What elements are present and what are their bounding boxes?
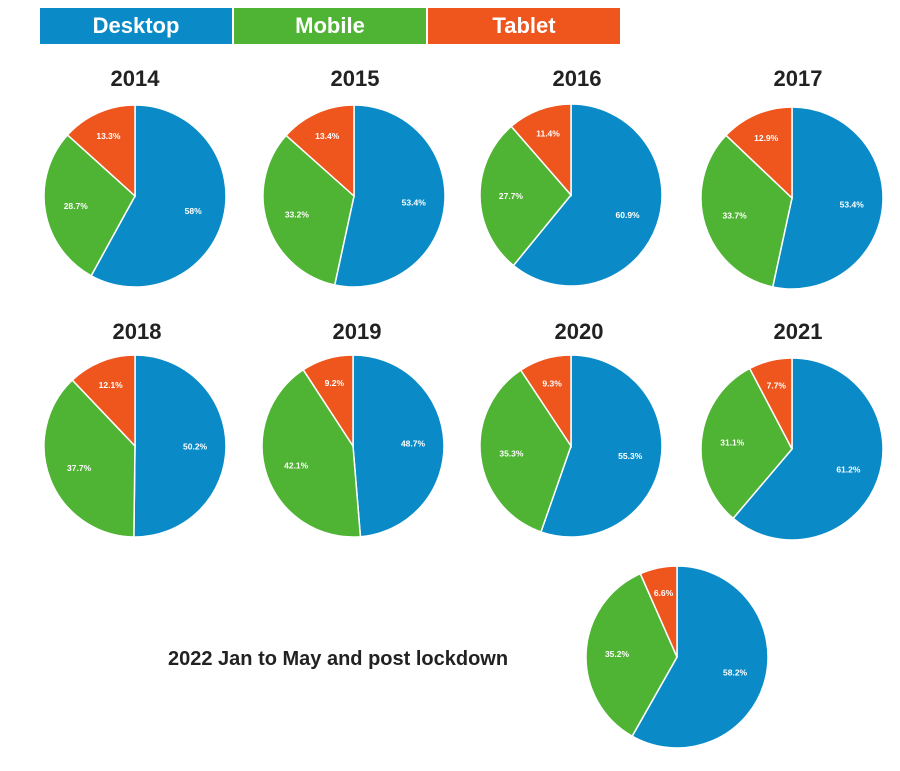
pie-slice-label: 61.2%	[836, 465, 861, 475]
legend-item-mobile: Mobile	[234, 8, 428, 44]
pie-3: 2016 60.9% 27.7% 11.4%	[479, 66, 663, 287]
pie-7: 2020 55.3% 35.3% 9.3%	[479, 319, 663, 538]
pie-slice-label: 27.7%	[499, 191, 524, 201]
pie-slice-label: 13.4%	[315, 131, 340, 141]
pie-slice-label: 6.6%	[654, 588, 674, 598]
pie-slice-desktop	[631, 565, 769, 749]
pie-title: 2020	[555, 319, 604, 344]
pie-title: 2014	[111, 66, 161, 91]
pie-slice-tablet	[639, 565, 678, 658]
pie-slice-label: 13.3%	[96, 131, 121, 141]
pie-slice-label: 28.7%	[64, 201, 89, 211]
pie-slice-label: 37.7%	[67, 463, 92, 473]
pie-slice-label: 58%	[185, 206, 202, 216]
pie-slice-label: 42.1%	[284, 460, 309, 470]
pie-slice-label: 35.3%	[499, 448, 524, 458]
pie-slice-label: 9.3%	[542, 378, 562, 388]
pie-slice-mobile	[261, 368, 362, 538]
pie-8: 2021 61.2% 31.1% 7.7%	[700, 319, 884, 541]
pie-slice-label: 33.7%	[723, 211, 748, 221]
pie-slice-tablet	[66, 104, 136, 198]
pie-1: 2014 58% 28.7% 13.3%	[43, 66, 227, 288]
pie-slice-mobile	[43, 133, 136, 277]
pie-slice-label: 53.4%	[840, 199, 865, 209]
pie-2: 2015 53.4% 33.2% 13.4%	[262, 66, 446, 288]
pie-slice-desktop	[732, 357, 884, 541]
pie-slice-label: 33.2%	[285, 210, 310, 220]
pie-slice-label: 48.7%	[401, 439, 426, 449]
pie-title: 2018	[113, 319, 162, 344]
pie-slice-label: 50.2%	[183, 441, 208, 451]
pie-slice-desktop	[352, 354, 445, 538]
pie-slice-label: 58.2%	[723, 667, 748, 677]
pie-slice-label: 55.3%	[618, 451, 643, 461]
pie-slice-mobile	[700, 134, 793, 288]
pie-slice-tablet	[285, 104, 355, 198]
pie-title: 2015	[331, 66, 380, 91]
legend-item-desktop: Desktop	[40, 8, 234, 44]
legend-item-tablet: Tablet	[428, 8, 620, 44]
pie-slice-tablet	[519, 354, 572, 449]
pie-slice-tablet	[302, 354, 354, 449]
pie-slice-label: 12.9%	[754, 133, 779, 143]
final-chart-title: 2022 Jan to May and post lockdown	[168, 648, 509, 670]
legend: Desktop Mobile Tablet	[40, 8, 620, 44]
pie-slice-desktop	[512, 103, 663, 287]
pie-slice-label: 12.1%	[99, 380, 124, 390]
pie-slice-label: 31.1%	[720, 437, 745, 447]
pie-9: 58.2% 35.2% 6.6%	[585, 565, 769, 749]
pie-6: 2019 48.7% 42.1% 9.2%	[261, 319, 445, 538]
pie-title: 2019	[333, 319, 382, 344]
pie-slice-label: 7.7%	[767, 380, 787, 390]
pie-slice-tablet	[71, 354, 136, 448]
pie-slice-label: 11.4%	[536, 129, 560, 139]
pie-slice-mobile	[262, 134, 355, 286]
pie-slice-label: 35.2%	[605, 649, 630, 659]
pie-title: 2021	[774, 319, 823, 344]
pie-title: 2016	[553, 66, 602, 91]
pie-slice-label: 53.4%	[402, 197, 427, 207]
pie-slice-mobile	[585, 572, 678, 738]
pie-slice-desktop	[771, 106, 884, 290]
pie-slice-tablet	[510, 103, 572, 198]
pie-slice-label: 60.9%	[616, 210, 641, 220]
pie-slice-mobile	[43, 378, 136, 538]
pie-slice-label: 9.2%	[325, 378, 345, 388]
pie-slice-desktop	[133, 354, 227, 538]
pie-title: 2017	[774, 66, 823, 91]
pie-4: 2017 53.4% 33.7% 12.9%	[700, 66, 884, 290]
pie-slice-tablet	[724, 106, 793, 200]
pie-slice-desktop	[90, 104, 227, 288]
pie-5: 2018 50.2% 37.7% 12.1%	[43, 319, 227, 538]
pie-slice-tablet	[748, 357, 793, 450]
pie-slice-mobile	[479, 125, 572, 267]
pie-slice-desktop	[333, 104, 446, 288]
pie-slice-mobile	[479, 369, 572, 533]
